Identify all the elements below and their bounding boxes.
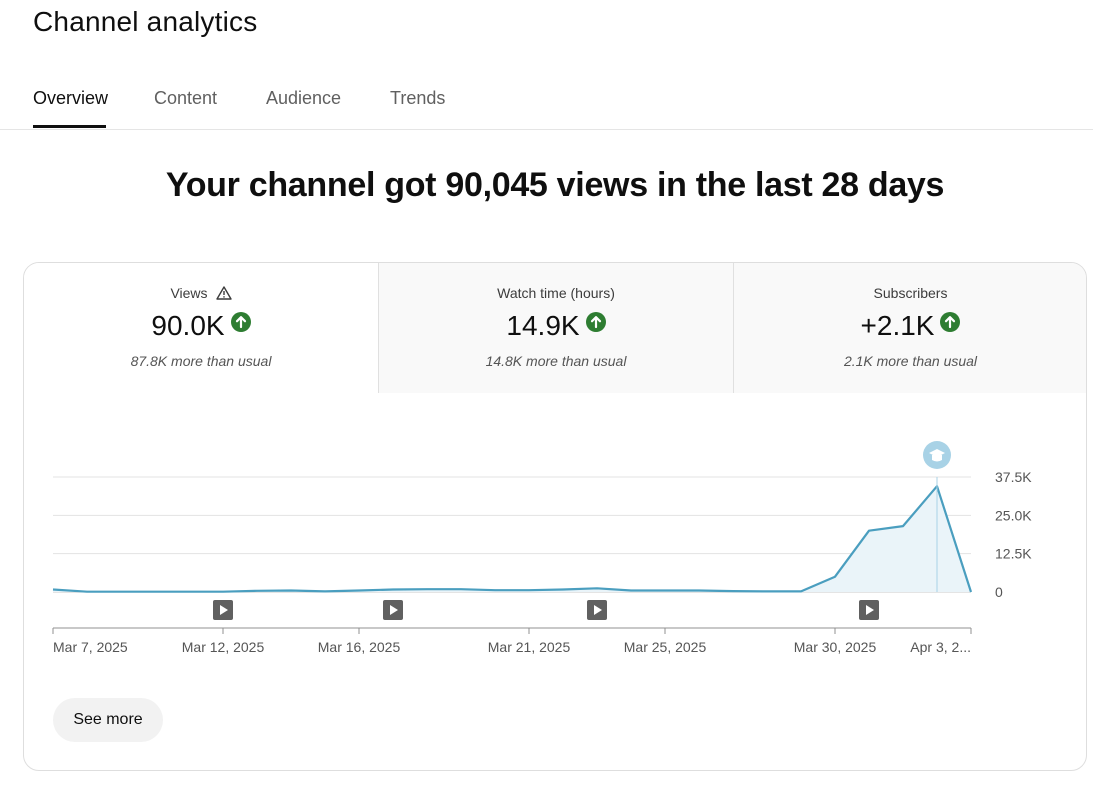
- arrow-up-circle-icon: [585, 307, 606, 332]
- metric-label-text: Views: [170, 285, 208, 301]
- y-tick-label: 0: [995, 584, 1003, 600]
- metric-comparison: 87.8K more than usual: [130, 353, 272, 369]
- tab-trends[interactable]: Trends: [390, 88, 446, 108]
- play-icon[interactable]: [213, 600, 233, 620]
- x-tick-label: Mar 12, 2025: [182, 639, 265, 655]
- metric-label: Views: [24, 285, 378, 303]
- analytics-card: Views 90.0K 87.8K more than usual Watch …: [23, 262, 1087, 771]
- views-chart-svg[interactable]: 0 12.5K 25.0K 37.5K Mar 7, 2025 Mar 12, 2025 M…: [24, 263, 1086, 693]
- metric-label: Watch time (hours): [497, 285, 615, 301]
- data-point[interactable]: [83, 588, 91, 596]
- data-point[interactable]: [423, 585, 431, 593]
- y-tick-label: 37.5K: [995, 469, 1032, 485]
- play-icon[interactable]: [383, 600, 403, 620]
- data-point[interactable]: [865, 527, 873, 535]
- views-chart: 0 12.5K 25.0K 37.5K Mar 7, 2025 Mar 12, 2025 M…: [24, 263, 1086, 770]
- series-line[interactable]: [52, 485, 973, 593]
- data-point[interactable]: [627, 586, 635, 594]
- data-point[interactable]: [151, 588, 159, 596]
- tab-bar: Overview Content Audience Trends: [0, 74, 1093, 130]
- y-tick-label: 12.5K: [995, 546, 1032, 562]
- data-point[interactable]: [559, 586, 567, 594]
- data-point[interactable]: [321, 587, 329, 595]
- tab-content[interactable]: Content: [154, 88, 218, 108]
- metric-tab-watch-time[interactable]: Watch time (hours) 14.9K 14.8K more than…: [378, 263, 733, 393]
- data-point[interactable]: [593, 584, 601, 592]
- data-point[interactable]: [389, 586, 397, 594]
- data-point[interactable]: [287, 586, 295, 594]
- tab-audience[interactable]: Audience: [266, 88, 342, 108]
- metric-label: Subscribers: [873, 285, 948, 301]
- data-point[interactable]: [457, 585, 465, 593]
- data-point[interactable]: [763, 587, 771, 595]
- x-tick-label: Mar 30, 2025: [794, 639, 877, 655]
- metric-comparison: 14.8K more than usual: [485, 353, 627, 369]
- arrow-up-circle-icon: [230, 307, 251, 332]
- data-point[interactable]: [729, 587, 737, 595]
- metric-value-text: 90.0K: [151, 310, 225, 341]
- x-tick-label: Mar 25, 2025: [624, 639, 707, 655]
- see-more-button[interactable]: See more: [53, 698, 163, 742]
- play-icon[interactable]: [859, 600, 879, 620]
- graduation-cap-icon[interactable]: [923, 441, 951, 469]
- data-point[interactable]: [525, 586, 533, 594]
- data-point[interactable]: [253, 587, 261, 595]
- active-tab-indicator: [33, 125, 106, 128]
- warning-triangle-icon[interactable]: [215, 286, 232, 303]
- x-tick-label: Apr 3, 2...: [910, 639, 971, 655]
- x-tick-label: Mar 16, 2025: [318, 639, 401, 655]
- arrow-up-circle-icon: [940, 307, 961, 332]
- series-area: [53, 486, 971, 592]
- data-point[interactable]: [117, 588, 125, 596]
- metric-value-text: +2.1K: [860, 310, 935, 341]
- data-point[interactable]: [661, 586, 669, 594]
- tab-overview[interactable]: Overview: [33, 88, 109, 108]
- metric-value: 90.0K: [24, 307, 378, 342]
- metric-comparison: 2.1K more than usual: [843, 353, 978, 369]
- metric-value-text: 14.9K: [506, 310, 580, 341]
- data-point[interactable]: [219, 588, 227, 596]
- data-point[interactable]: [491, 586, 499, 594]
- data-point[interactable]: [831, 573, 839, 581]
- data-point[interactable]: [899, 522, 907, 530]
- metric-tab-subscribers[interactable]: Subscribers +2.1K 2.1K more than usual: [733, 263, 1086, 393]
- y-tick-label: 25.0K: [995, 507, 1032, 523]
- metric-value: +2.1K: [734, 307, 1086, 342]
- data-point[interactable]: [355, 586, 363, 594]
- metric-tab-views[interactable]: Views 90.0K 87.8K more than usual: [24, 263, 378, 393]
- summary-headline: Your channel got 90,045 views in the las…: [165, 166, 945, 204]
- x-tick-label: Mar 7, 2025: [53, 639, 128, 655]
- x-tick-label: Mar 21, 2025: [488, 639, 571, 655]
- data-point[interactable]: [695, 586, 703, 594]
- data-point[interactable]: [185, 588, 193, 596]
- metric-value: 14.9K: [379, 307, 733, 342]
- play-icon[interactable]: [587, 600, 607, 620]
- data-point[interactable]: [49, 586, 57, 594]
- page-title: Channel analytics: [33, 6, 258, 37]
- data-point[interactable]: [967, 588, 975, 596]
- data-point[interactable]: [797, 587, 805, 595]
